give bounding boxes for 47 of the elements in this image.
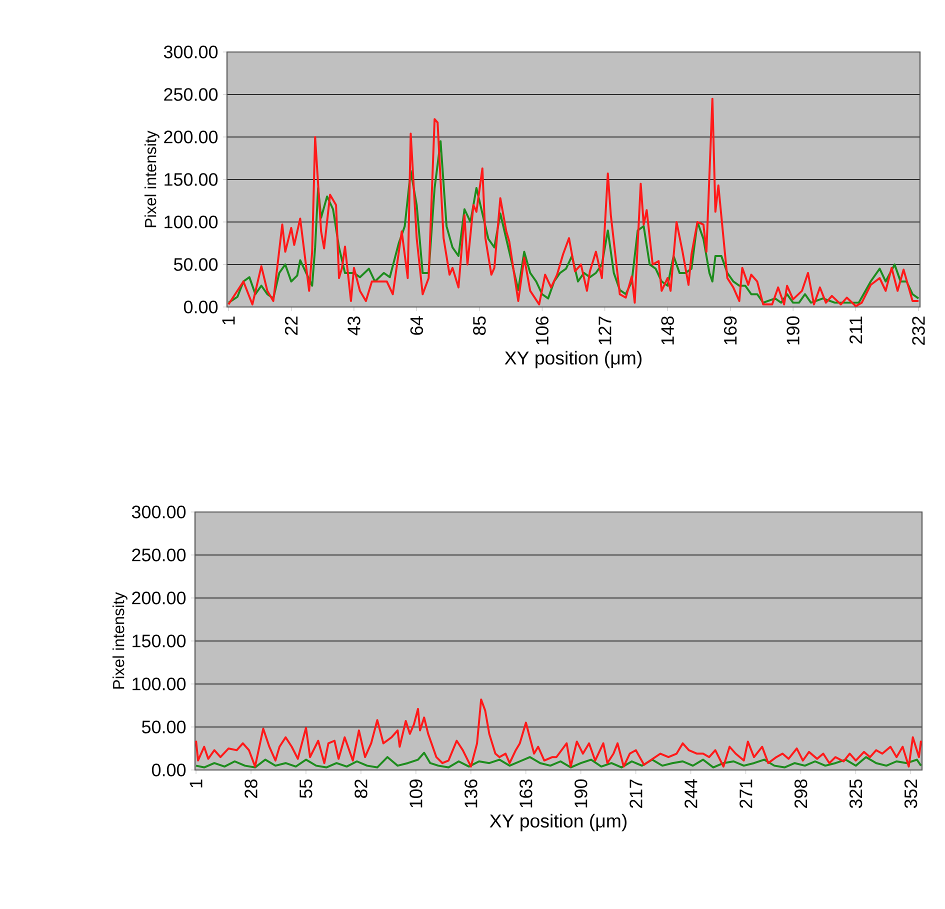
x-tick-label: 148 xyxy=(661,316,674,344)
x-tick-label: 136 xyxy=(464,779,478,808)
x-tick-label: 325 xyxy=(849,779,862,808)
x-tick-label: 82 xyxy=(354,780,368,798)
x-tick-label: 43 xyxy=(348,316,360,336)
x-tick-label: 109 xyxy=(410,780,422,808)
x-tick-label: 190 xyxy=(786,316,800,344)
x-tick-label: 298 xyxy=(794,779,808,808)
x-tick-label: 106 xyxy=(536,316,549,344)
line-series xyxy=(195,752,922,768)
line-series xyxy=(195,698,922,768)
x-tick-label: 232 xyxy=(912,316,925,345)
x-tick-label: 1 xyxy=(222,316,235,324)
x-tick-label: 28 xyxy=(244,779,258,798)
x-tick-label: 217 xyxy=(630,780,642,808)
y-tick-label: 150.00 xyxy=(164,173,218,186)
x-tick-label: 211 xyxy=(849,316,862,344)
y-tick-label: 300.00 xyxy=(132,506,186,518)
y-axis-title: Pixel intensity xyxy=(112,592,128,689)
x-axis-title: XY position (μm) xyxy=(490,814,626,832)
x-tick-label: 244 xyxy=(684,779,698,808)
y-tick-label: 150.00 xyxy=(132,634,186,648)
x-axis-title: XY position (μm) xyxy=(504,350,642,368)
x-tick-label: 22 xyxy=(284,316,298,335)
y-tick-label: 200.00 xyxy=(132,592,186,604)
y-axis-title: Pixel intensity xyxy=(144,130,160,228)
y-tick-label: 100.00 xyxy=(164,216,218,228)
y-tick-label: 250.00 xyxy=(132,548,186,562)
x-tick-label: 1 xyxy=(190,780,202,788)
x-tick-label: 85 xyxy=(473,316,486,335)
x-tick-label: 190 xyxy=(574,779,588,808)
x-tick-label: 64 xyxy=(410,316,424,335)
y-tick-label: 100.00 xyxy=(132,678,186,690)
x-tick-label: 127 xyxy=(598,316,612,344)
x-tick-label: 271 xyxy=(740,780,752,808)
y-tick-label: 300.00 xyxy=(164,46,218,58)
x-tick-label: 55 xyxy=(300,779,312,798)
y-tick-label: 250.00 xyxy=(164,88,218,101)
y-tick-label: 200.00 xyxy=(164,130,218,144)
x-tick-label: 352 xyxy=(904,780,918,808)
y-tick-label: 50.00 xyxy=(174,258,218,271)
y-tick-label: 0.00 xyxy=(184,300,218,314)
x-tick-label: 169 xyxy=(724,316,737,344)
y-tick-label: 0.00 xyxy=(152,764,186,776)
y-tick-label: 50.00 xyxy=(142,720,186,734)
line-series xyxy=(228,98,920,307)
x-tick-label: 163 xyxy=(520,779,532,808)
